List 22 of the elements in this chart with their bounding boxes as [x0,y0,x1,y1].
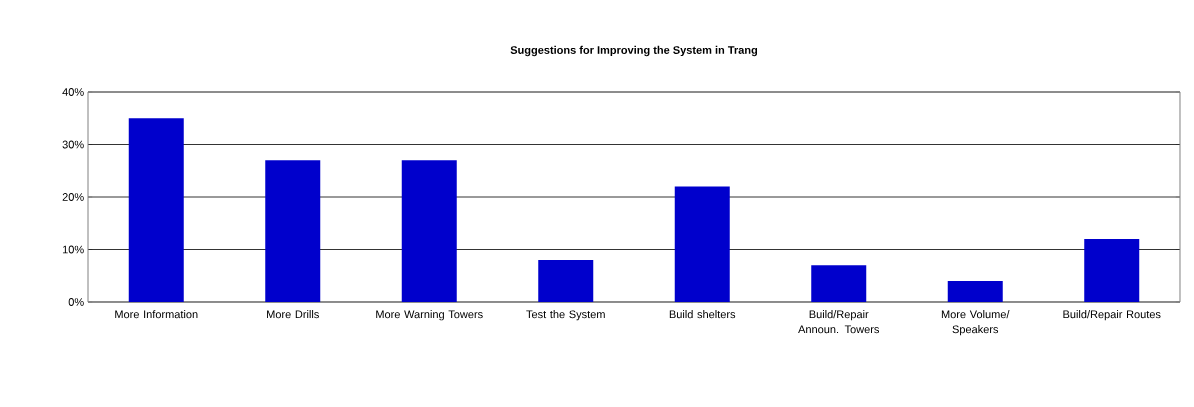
x-tick-label: More Warning Towers [376,310,483,321]
bar [128,118,184,302]
bar [811,265,867,302]
x-tick-label: Test the System [526,310,605,321]
y-tick-label: 0% [68,298,84,306]
x-tick-label: Build shelters [669,310,736,319]
bar [265,160,321,302]
x-tick-label: Build/Repair Announ. Towers [798,310,880,334]
x-tick-label: More Drills [267,310,319,319]
x-tick-label: Build/Repair Routes [1063,310,1161,321]
x-tick-label: More Information [115,310,198,319]
y-tick-label: 40% [62,88,84,96]
bar [1084,239,1140,302]
y-tick-label: 30% [62,140,84,149]
bar [401,160,457,302]
bar [674,186,730,302]
bar [538,260,594,302]
chart-title: Suggestions for Improving the System in Trang [510,45,758,57]
bar [947,281,1003,302]
y-tick-label: 20% [62,193,84,201]
y-tick-label: 10% [62,245,84,254]
x-tick-label: More Volume/ Speakers [941,310,1010,336]
